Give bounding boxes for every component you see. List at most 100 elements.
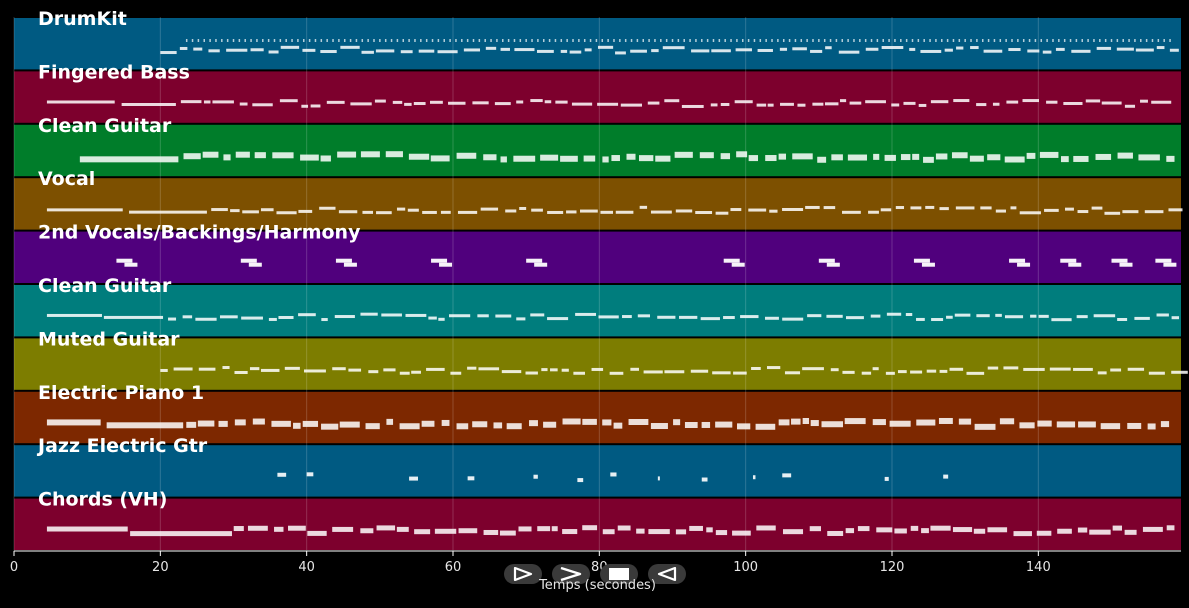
note-mark: [572, 39, 574, 42]
note-mark: [368, 370, 379, 374]
note-mark: [675, 209, 693, 213]
note-mark: [383, 368, 396, 372]
note-mark: [926, 369, 937, 373]
note-mark: [361, 50, 374, 54]
note-mark: [602, 419, 612, 426]
note-mark: [923, 39, 925, 42]
note-mark: [562, 418, 581, 425]
note-mark: [306, 472, 314, 477]
note-mark: [931, 318, 944, 322]
note-mark: [732, 530, 751, 536]
note-mark: [116, 258, 133, 263]
note-mark: [248, 262, 262, 267]
note-mark: [736, 151, 748, 158]
note-mark: [602, 529, 615, 535]
note-mark: [441, 419, 450, 426]
note-mark: [536, 49, 554, 53]
note-mark: [361, 39, 364, 42]
note-mark: [613, 39, 615, 42]
note-mark: [699, 152, 714, 159]
note-mark: [129, 210, 207, 214]
note-mark: [1096, 46, 1112, 50]
note-mark: [519, 39, 522, 42]
note-mark: [554, 39, 557, 42]
note-mark: [617, 525, 631, 531]
play-button[interactable]: [504, 564, 542, 584]
note-mark: [555, 100, 568, 104]
note-mark: [830, 368, 839, 372]
note-mark: [765, 155, 777, 162]
note-mark: [1157, 39, 1160, 42]
note-mark: [244, 39, 246, 42]
note-mark: [689, 39, 691, 42]
note-mark: [691, 49, 710, 53]
note-mark: [733, 371, 747, 375]
note-mark: [778, 419, 790, 426]
note-mark: [226, 48, 248, 52]
note-mark: [472, 101, 489, 105]
note-mark: [943, 474, 949, 479]
note-mark: [909, 47, 916, 51]
note-mark: [531, 39, 533, 42]
note-mark: [215, 39, 217, 42]
note-mark: [952, 527, 973, 533]
note-mark: [241, 316, 263, 320]
note-mark: [350, 102, 372, 106]
fast-forward-button[interactable]: [552, 564, 590, 584]
note-mark: [334, 315, 355, 319]
note-mark: [1099, 39, 1101, 42]
note-mark: [501, 370, 522, 374]
note-mark: [1155, 258, 1172, 263]
note-mark: [575, 312, 597, 316]
note-mark: [320, 50, 337, 54]
note-mark: [46, 313, 102, 317]
note-mark: [824, 102, 839, 106]
note-mark: [1063, 101, 1083, 105]
note-mark: [730, 208, 742, 212]
note-mark: [611, 155, 620, 162]
note-mark: [844, 418, 866, 425]
note-mark: [431, 39, 434, 42]
note-mark: [519, 206, 527, 210]
note-mark: [826, 262, 840, 267]
note-mark: [300, 154, 319, 161]
note-mark: [376, 525, 396, 531]
note-mark: [939, 207, 949, 211]
note-mark: [212, 100, 234, 104]
note-mark: [756, 103, 767, 107]
note-mark: [425, 39, 428, 42]
track-lane-4: [14, 231, 1181, 283]
note-mark: [720, 102, 730, 106]
note-mark: [1111, 258, 1128, 263]
note-mark: [223, 154, 231, 161]
note-mark: [1128, 39, 1130, 42]
note-mark: [203, 39, 206, 42]
note-mark: [905, 39, 908, 42]
note-mark: [1122, 210, 1139, 214]
note-mark: [1135, 48, 1154, 52]
note-mark: [467, 476, 475, 481]
note-mark: [1057, 528, 1072, 534]
note-mark: [235, 151, 250, 158]
note-mark: [865, 100, 886, 104]
note-mark: [756, 525, 776, 531]
note-mark: [413, 102, 426, 106]
note-mark: [823, 39, 826, 42]
note-mark: [657, 315, 676, 319]
note-mark: [992, 102, 1000, 106]
note-mark: [782, 207, 804, 211]
rewind-button[interactable]: [648, 564, 686, 584]
note-mark: [973, 528, 986, 534]
note-mark: [211, 208, 228, 212]
note-mark: [723, 316, 735, 320]
note-mark: [185, 39, 188, 42]
stop-button[interactable]: [600, 564, 638, 584]
note-mark: [262, 39, 264, 42]
note-mark: [247, 525, 268, 531]
note-mark: [583, 155, 596, 162]
track-lane-1: [14, 71, 1181, 123]
note-mark: [219, 315, 238, 319]
note-mark: [647, 101, 660, 105]
note-mark: [619, 39, 621, 42]
note-mark: [569, 50, 582, 54]
